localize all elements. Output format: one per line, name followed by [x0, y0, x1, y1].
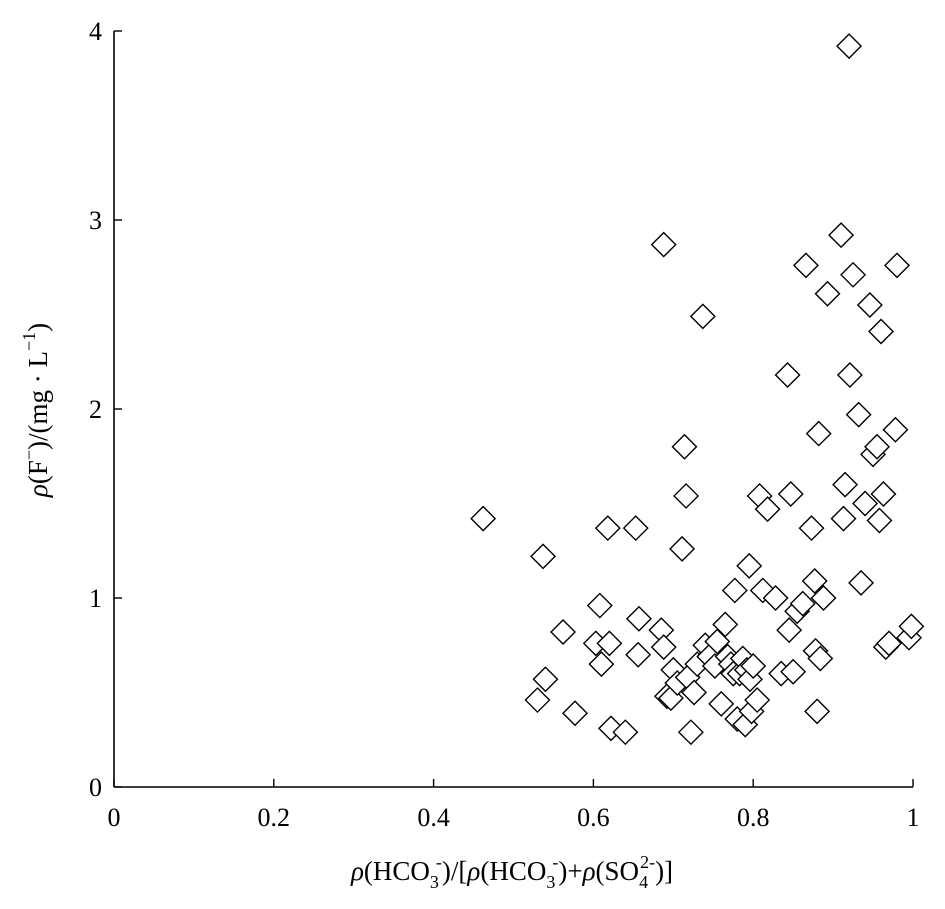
- data-point: [882, 416, 909, 443]
- data-point: [669, 535, 696, 562]
- data-point: [562, 700, 589, 727]
- data-point: [532, 666, 559, 693]
- data-point: [612, 719, 639, 746]
- data-point: [524, 687, 551, 714]
- data-point: [810, 585, 837, 611]
- data-point: [673, 482, 700, 509]
- x-axis-title: ρ(HCO3-)/[ρ(HCO3-)+ρ(SO42-)]: [350, 852, 673, 892]
- data-point: [814, 280, 841, 307]
- data-point: [740, 653, 767, 680]
- data-point: [836, 361, 863, 388]
- data-point: [801, 568, 828, 594]
- data-point: [898, 613, 925, 640]
- data-point: [708, 690, 735, 717]
- y-tick-label: 3: [89, 206, 102, 235]
- data-point: [625, 605, 652, 632]
- data-point: [807, 645, 834, 672]
- data-point: [777, 481, 804, 508]
- data-point: [650, 634, 677, 661]
- data-point: [776, 617, 803, 644]
- x-tick-label: 0: [108, 803, 121, 832]
- y-axis-title: ρ(F−)/(mg · L−1): [19, 323, 53, 498]
- y-tick-label: 2: [89, 395, 102, 424]
- data-point: [805, 420, 832, 447]
- data-point: [754, 496, 781, 523]
- data-point: [830, 505, 857, 532]
- data-point: [704, 628, 731, 655]
- data-point: [836, 33, 863, 60]
- data-point: [550, 619, 577, 646]
- data-point: [789, 590, 816, 617]
- x-tick-label: 0.8: [737, 803, 770, 832]
- data-point: [852, 490, 879, 517]
- x-tick-label: 1: [907, 803, 920, 832]
- data-point: [594, 515, 621, 542]
- data-point: [876, 630, 903, 657]
- data-point: [798, 515, 825, 542]
- data-point: [689, 303, 716, 330]
- data-point: [671, 433, 698, 460]
- x-tick-label: 0.6: [577, 803, 610, 832]
- data-point: [832, 471, 859, 498]
- y-axis-ticks: 0 1 2 3 4: [89, 17, 122, 802]
- x-tick-label: 0.2: [258, 803, 291, 832]
- data-point: [792, 252, 819, 279]
- data-point: [848, 569, 875, 596]
- y-tick-label: 0: [89, 773, 102, 802]
- data-point: [736, 552, 763, 579]
- data-point: [845, 401, 872, 428]
- data-point: [866, 507, 893, 534]
- data-point: [721, 577, 748, 604]
- data-point: [530, 543, 557, 570]
- data-point: [677, 719, 704, 746]
- data-point: [650, 231, 677, 258]
- x-tick-label: 0.4: [417, 803, 450, 832]
- data-point: [744, 687, 771, 714]
- data-point: [586, 592, 613, 619]
- data-point: [828, 222, 855, 249]
- data-point: [780, 658, 807, 685]
- data-point: [864, 433, 891, 460]
- data-point: [870, 481, 897, 508]
- data-point: [762, 585, 789, 611]
- data-point: [868, 318, 895, 345]
- y-tick-label: 1: [89, 584, 102, 613]
- data-point: [856, 292, 883, 319]
- data-point: [588, 651, 615, 678]
- data-point: [625, 641, 652, 668]
- data-point: [596, 630, 623, 657]
- data-point: [712, 611, 739, 638]
- data-point: [840, 261, 867, 288]
- data-point: [681, 679, 708, 706]
- data-points: [470, 33, 925, 746]
- data-point: [774, 361, 801, 388]
- data-point: [884, 252, 911, 279]
- x-axis-ticks: 0 0.2 0.4 0.6 0.8 1: [108, 779, 920, 832]
- y-tick-label: 4: [89, 17, 102, 46]
- data-point: [622, 515, 649, 542]
- data-point: [804, 698, 831, 725]
- data-point: [470, 505, 497, 532]
